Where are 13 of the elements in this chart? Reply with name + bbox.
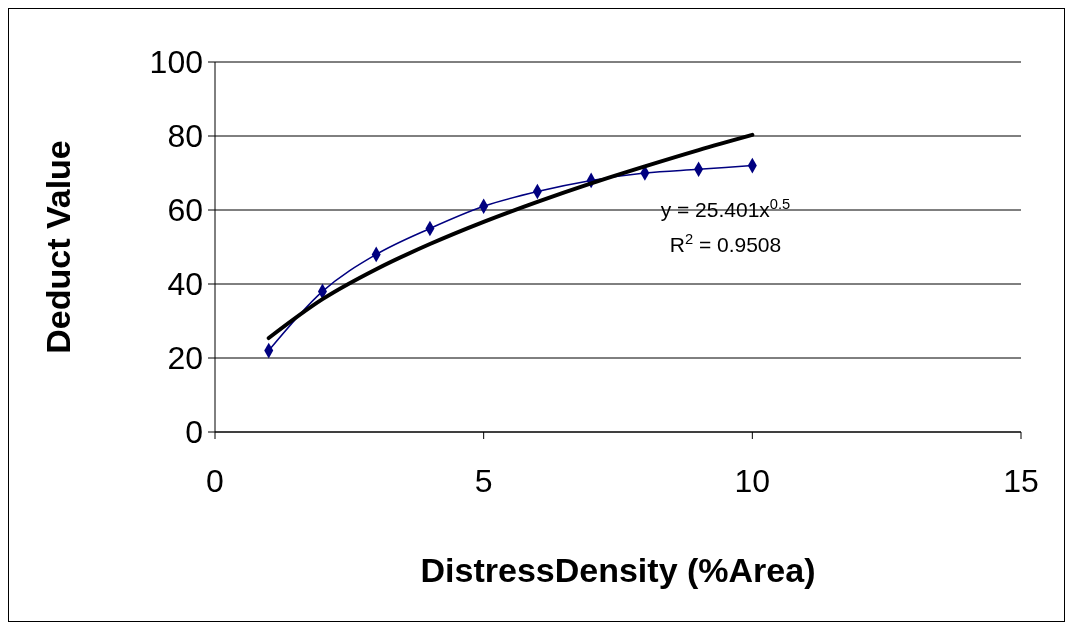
- y-tick-label: 0: [185, 414, 203, 451]
- y-tick-label: 40: [167, 266, 203, 303]
- annotation: y = 25.401x$^{0.5}$: [660, 196, 791, 222]
- y-tick-label: 60: [167, 192, 203, 229]
- y-axis-title: Deduct Value: [39, 140, 77, 354]
- x-tick-label: 15: [1003, 463, 1039, 499]
- x-tick-label: 5: [474, 463, 493, 499]
- x-tick-label: 10: [734, 463, 771, 499]
- y-tick-label: 20: [167, 340, 203, 377]
- x-axis-title: DistressDensity (%Area): [420, 551, 816, 589]
- y-tick-label: 100: [149, 44, 203, 81]
- y-tick-label: 80: [167, 118, 203, 155]
- annotation: R$^{2}$ = 0.9508: [669, 231, 782, 257]
